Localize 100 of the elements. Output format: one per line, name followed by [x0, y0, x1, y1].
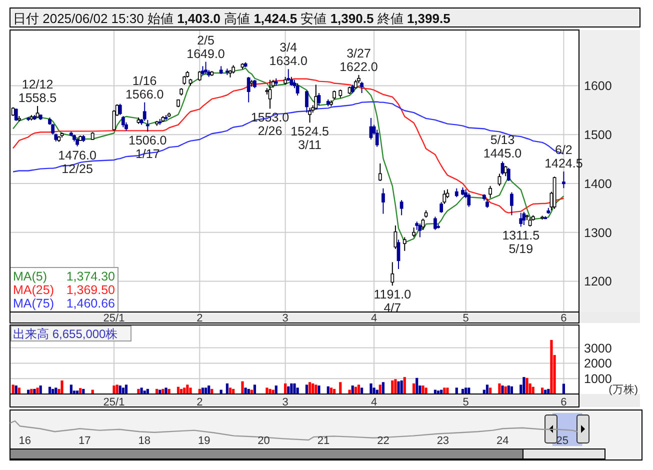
candlestick — [396, 239, 400, 270]
x-tick-label: 23 — [436, 435, 450, 447]
candlestick — [246, 76, 250, 103]
bar — [70, 384, 72, 394]
bar — [394, 379, 397, 394]
x-tick-label: 4 — [370, 396, 378, 408]
chart-title: 出来高 6,655,000株 — [13, 327, 118, 341]
candlestick — [375, 129, 379, 148]
bar — [308, 382, 312, 394]
candlestick — [142, 102, 146, 122]
bar — [400, 380, 403, 394]
candlestick — [121, 116, 125, 128]
x-tick-label: 4 — [370, 312, 378, 324]
bar — [314, 384, 318, 394]
x-tick-label: 19 — [198, 435, 210, 447]
bar — [455, 388, 458, 394]
text: MA(5) 1,374.30 — [13, 270, 115, 284]
bar — [54, 388, 58, 394]
bar — [486, 384, 489, 394]
bar — [274, 386, 278, 394]
bar — [526, 378, 528, 394]
candlestick — [467, 192, 471, 208]
bar — [501, 386, 504, 394]
candlestick — [36, 106, 40, 118]
x-tick-label: 3 — [282, 312, 288, 324]
bar — [290, 383, 293, 394]
bar — [228, 388, 232, 394]
candlestick — [421, 218, 425, 230]
y-tick-label: 2000 — [584, 356, 612, 371]
bar — [60, 380, 64, 394]
x-tick-label: 18 — [138, 435, 150, 447]
bar — [12, 384, 14, 394]
bar — [403, 377, 406, 394]
bar — [36, 388, 39, 394]
bar — [140, 388, 143, 394]
bar — [284, 383, 287, 394]
y-tick-label: 1300 — [584, 226, 612, 240]
x-tick-label: 5 — [462, 312, 469, 324]
bar — [208, 386, 210, 394]
bar — [443, 388, 446, 394]
candlestick — [390, 262, 394, 286]
bar — [412, 383, 416, 394]
candlestick — [498, 173, 502, 186]
bar — [18, 388, 20, 394]
candlestick — [394, 224, 398, 250]
annotation: 5/13 1445.0 — [483, 132, 522, 160]
x-tick-label: 2 — [196, 312, 203, 324]
annotation: 3/4 1634.0 — [269, 40, 308, 68]
bar — [360, 388, 364, 394]
x-tick-label: 25/1 — [103, 396, 125, 408]
chart-title: 日付 2025/06/02 15:30 始値 1,403.0 高値 1,424.5 安値 1,390.5 終値 1,399.5 — [13, 11, 450, 26]
bar — [468, 388, 470, 394]
bar — [372, 388, 376, 394]
bar — [226, 383, 228, 394]
bar — [391, 380, 394, 394]
bar — [312, 383, 314, 394]
bar — [550, 340, 553, 394]
y-tick-label: 1600 — [584, 79, 612, 94]
x-tick-label: 24 — [496, 435, 509, 447]
bar — [112, 386, 116, 394]
candlestick — [198, 70, 202, 82]
candlestick — [296, 82, 300, 96]
candlestick — [506, 167, 510, 182]
candlestick — [146, 119, 150, 132]
annotation: 1524.5 3/11 — [290, 124, 329, 152]
x-tick-label: 20 — [258, 435, 270, 447]
text: MA(25) 1,369.50 — [13, 283, 116, 297]
candlestick — [308, 107, 312, 124]
candlestick — [204, 61, 208, 74]
annotation: 1311.5 5/19 — [502, 228, 540, 256]
candlestick — [400, 200, 404, 216]
candlestick — [382, 188, 385, 214]
bar — [562, 384, 566, 394]
x-tick-label: 6 — [560, 396, 567, 408]
x-tick-label: 16 — [18, 435, 32, 447]
bar — [339, 382, 342, 394]
annotation: 1/16 1566.0 — [125, 74, 164, 102]
candlestick — [440, 202, 444, 214]
x-tick-label: 22 — [377, 435, 390, 447]
bar — [446, 388, 449, 394]
bar — [507, 386, 510, 394]
bar — [488, 388, 492, 394]
x-tick-label: 21 — [317, 435, 330, 447]
annotation: 3/27 1622.0 — [340, 46, 378, 74]
candlestick — [14, 108, 18, 122]
bar — [464, 388, 468, 394]
bar — [305, 384, 308, 394]
candlestick — [378, 162, 382, 182]
annotation: 1476.0 12/25 — [58, 148, 96, 176]
x-tick-label: 25 — [556, 435, 569, 447]
candlestick — [562, 170, 566, 189]
bar — [378, 384, 382, 394]
candlestick — [418, 223, 422, 238]
bar — [244, 388, 247, 394]
bar — [118, 386, 122, 394]
bar — [253, 384, 256, 394]
bar — [357, 384, 360, 394]
bar — [293, 383, 296, 394]
x-tick-label: 17 — [78, 435, 91, 447]
x-tick-label: 25/1 — [103, 312, 125, 324]
